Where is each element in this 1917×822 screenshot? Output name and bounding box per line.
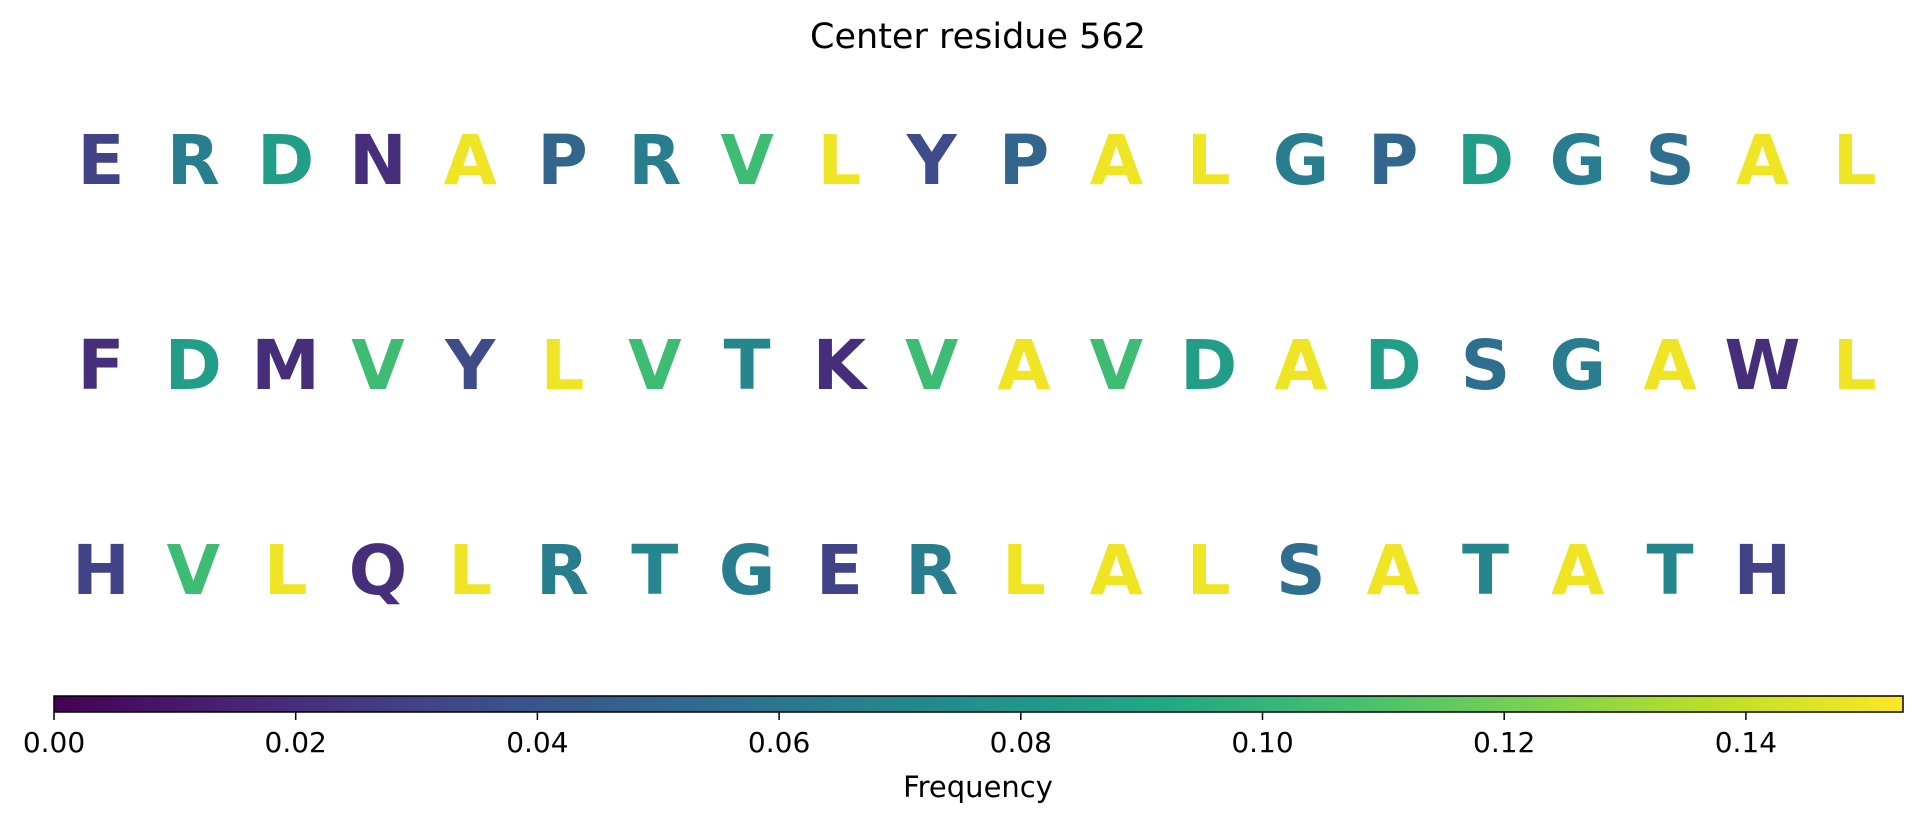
- residue-letter: S: [1276, 531, 1326, 611]
- colorbar: 0.00 0.02 0.04 0.06 0.08 0.10 0.12 0.14: [23, 695, 1904, 759]
- residue-letter: P: [999, 121, 1050, 201]
- residue-letter: E: [816, 531, 863, 611]
- residue-letter: V: [720, 121, 774, 201]
- residue-letter: W: [1724, 326, 1800, 406]
- residue-letter: L: [817, 121, 861, 201]
- residue-letter: L: [264, 531, 308, 611]
- residue-letter: A: [1736, 121, 1790, 201]
- residue-letter: G: [1273, 121, 1330, 201]
- colorbar-tick-label: 0.12: [1473, 726, 1535, 759]
- residue-letter: R: [167, 121, 220, 201]
- residue-letter: Q: [349, 531, 408, 611]
- colorbar-tick-label: 0.00: [23, 726, 85, 759]
- residue-letter: D: [1365, 326, 1422, 406]
- residue-letter: E: [77, 121, 124, 201]
- residue-letter: G: [1549, 326, 1606, 406]
- colorbar-tick-label: 0.14: [1715, 726, 1777, 759]
- residue-letter: P: [537, 121, 588, 201]
- residue-letter: A: [1274, 326, 1328, 406]
- residue-letter: T: [631, 531, 678, 611]
- residue-letter: G: [719, 531, 776, 611]
- residue-letter: S: [1461, 326, 1511, 406]
- residue-letter: R: [628, 121, 681, 201]
- residue-letter: L: [1833, 121, 1877, 201]
- residue-letter: G: [1549, 121, 1606, 201]
- colorbar-gradient: [53, 695, 1904, 713]
- colorbar-label: Frequency: [903, 770, 1053, 804]
- colorbar-tick-label: 0.10: [1231, 726, 1293, 759]
- residue-letter: T: [724, 326, 771, 406]
- residue-letter: V: [1090, 326, 1144, 406]
- residue-letter: R: [536, 531, 589, 611]
- residue-letter: V: [167, 531, 221, 611]
- residue-letter: P: [1368, 121, 1419, 201]
- residue-letter: L: [541, 326, 585, 406]
- residue-letter: T: [1462, 531, 1509, 611]
- residue-letter: R: [905, 531, 958, 611]
- residue-letter: F: [77, 326, 124, 406]
- residue-letter: A: [1366, 531, 1420, 611]
- residue-letter: K: [813, 326, 869, 406]
- colorbar-tick-label: 0.06: [748, 726, 810, 759]
- colorbar-ticks: 0.00 0.02 0.04 0.06 0.08 0.10 0.12 0.14: [23, 712, 1777, 759]
- residue-grid: E R D N A P R V L Y P A L G P D G S A LF D M V Y L V T K V A V D A D S G A W L…: [72, 121, 1877, 611]
- colorbar-tick-label: 0.08: [990, 726, 1052, 759]
- residue-letter: A: [1090, 121, 1144, 201]
- residue-letter: A: [997, 326, 1051, 406]
- residue-letter: A: [443, 121, 497, 201]
- residue-letter: T: [1647, 531, 1694, 611]
- colorbar-tick-label: 0.02: [265, 726, 327, 759]
- residue-letter: L: [1833, 326, 1877, 406]
- residue-letter: D: [1457, 121, 1514, 201]
- residue-letter: L: [1187, 121, 1231, 201]
- residue-letter: D: [165, 326, 222, 406]
- residue-letter: D: [1180, 326, 1237, 406]
- residue-letter: Y: [906, 121, 958, 201]
- residue-letter: V: [628, 326, 682, 406]
- residue-letter: H: [1734, 531, 1792, 611]
- colorbar-tick-label: 0.04: [506, 726, 568, 759]
- chart-title: Center residue 562: [810, 17, 1146, 57]
- residue-letter: M: [251, 326, 320, 406]
- residue-letter: V: [905, 326, 959, 406]
- residue-letter: L: [448, 531, 492, 611]
- residue-letter: N: [349, 121, 407, 201]
- residue-letter: L: [1002, 531, 1046, 611]
- residue-letter: A: [1643, 326, 1697, 406]
- residue-letter: A: [1090, 531, 1144, 611]
- residue-letter: L: [1187, 531, 1231, 611]
- residue-letter: A: [1551, 531, 1605, 611]
- residue-letter: H: [72, 531, 130, 611]
- residue-letter: S: [1645, 121, 1695, 201]
- residue-letter: D: [257, 121, 314, 201]
- residue-letter: Y: [444, 326, 496, 406]
- residue-letter: V: [351, 326, 405, 406]
